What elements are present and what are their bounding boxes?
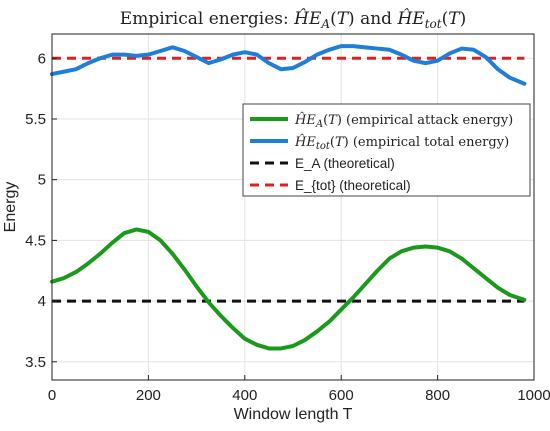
y-tick-label: 5 <box>38 172 46 189</box>
legend: ĤEA(T) (empirical attack energy) ĤEtot(T… <box>242 103 531 197</box>
x-tick-label: 600 <box>329 387 354 404</box>
plot-frame <box>51 33 535 381</box>
series-layer <box>50 44 527 351</box>
x-tick-label: 800 <box>425 387 450 404</box>
x-ticks: 0 200 400 600 800 1000 <box>48 375 550 404</box>
y-tick-label: 5.5 <box>25 111 46 128</box>
y-tick-label: 6 <box>38 50 46 67</box>
x-tick-label: 1000 <box>517 387 550 404</box>
y-ticks: 3.5 4 4.5 5 5.5 6 <box>25 50 57 371</box>
series-line-0 <box>50 227 527 351</box>
legend-box <box>242 103 531 197</box>
series-line-1 <box>50 44 527 86</box>
y-tick-label: 3.5 <box>25 354 46 371</box>
y-axis-label: Energy <box>2 182 19 233</box>
legend-label-total: ĤEtot(T) (empirical total energy) <box>294 134 509 152</box>
y-tick-label: 4.5 <box>25 232 46 249</box>
x-tick-label: 200 <box>136 387 161 404</box>
legend-label-ea: E_A (theoretical) <box>295 156 395 171</box>
x-tick-label: 400 <box>232 387 257 404</box>
x-tick-label: 0 <box>48 387 56 404</box>
chart-title: Empirical energies: ĤEA(T) and ĤEtot(T) <box>120 8 466 31</box>
legend-label-attack: ĤEA(T) (empirical attack energy) <box>294 112 513 130</box>
y-tick-label: 4 <box>38 293 46 310</box>
plot-area <box>52 34 534 380</box>
x-axis-label: Window length T <box>234 406 353 423</box>
legend-label-etot: E_{tot} (theoretical) <box>295 178 411 193</box>
